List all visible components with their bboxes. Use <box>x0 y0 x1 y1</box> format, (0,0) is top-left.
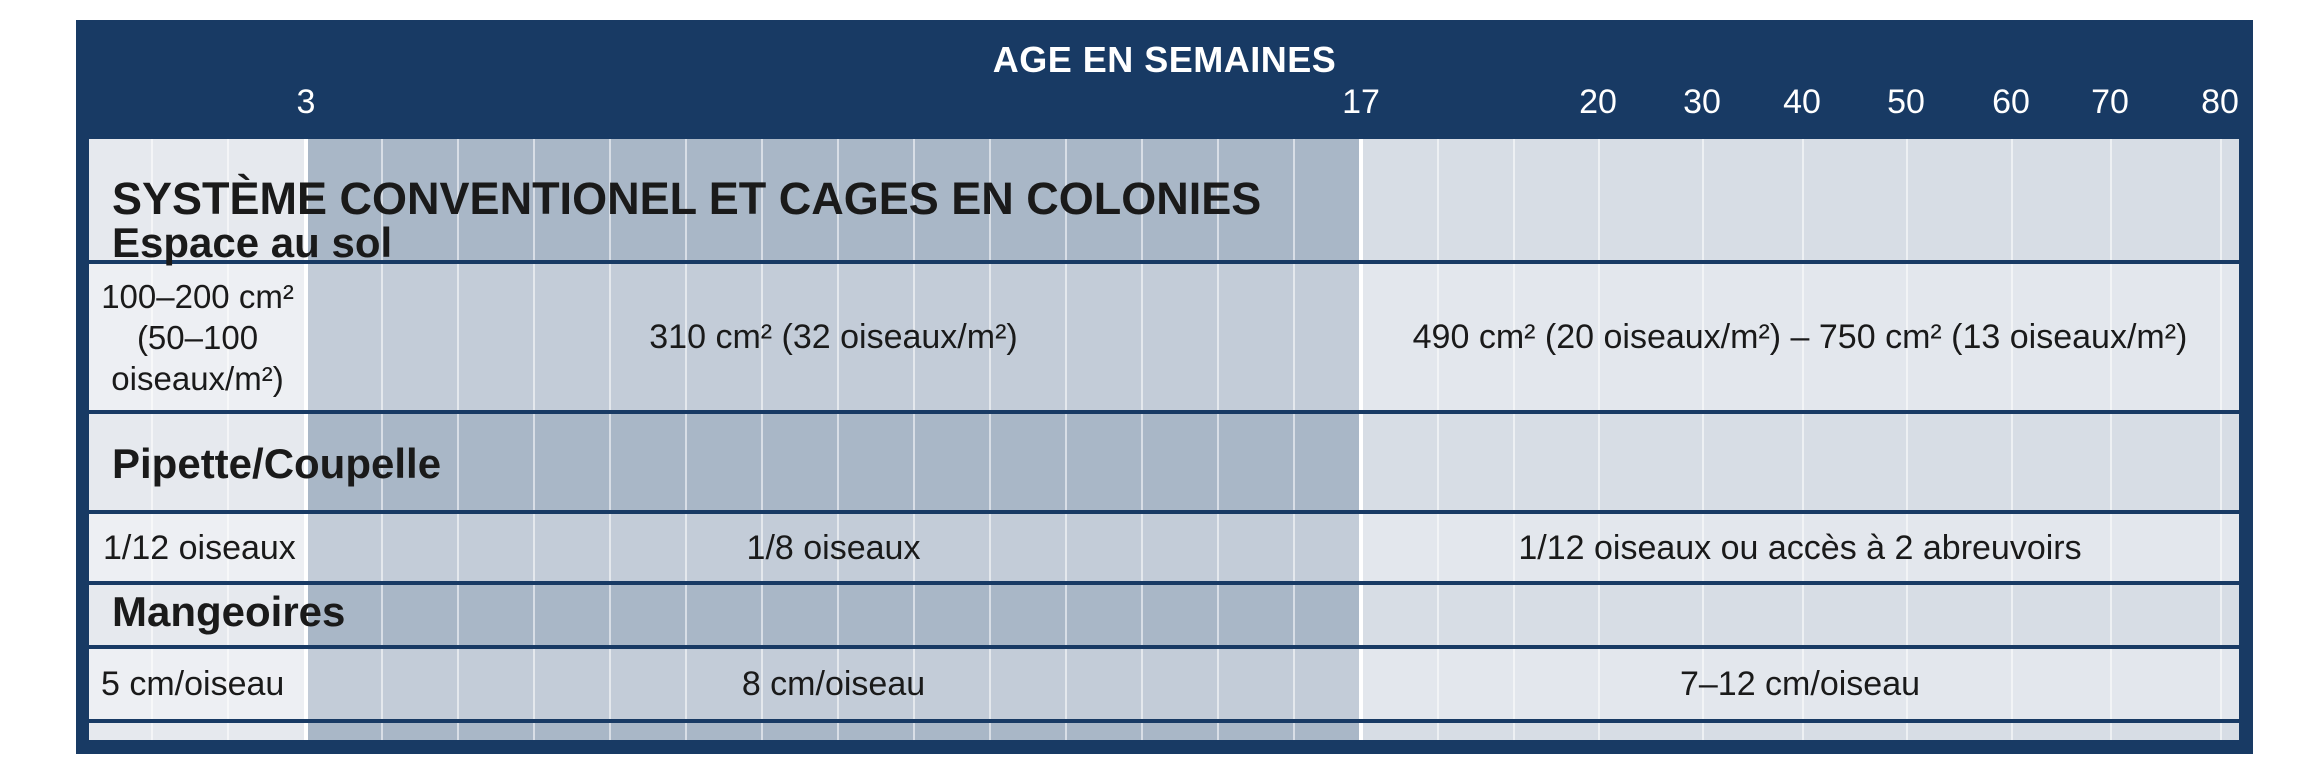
gridline <box>1437 139 1439 740</box>
chart-body: SYSTÈME CONVENTIONEL ET CAGES EN COLONIE… <box>89 139 2239 740</box>
gridline <box>1065 139 1067 740</box>
section-heading-mangeoires: Mangeoires <box>112 588 346 635</box>
tick-label-20: 20 <box>1579 83 1617 121</box>
cell-mangeoires-17-80-weeks: 7–12 cm/oiseau <box>1679 665 1921 703</box>
cell-mangeoires-3-17-weeks: 8 cm/oiseau <box>741 665 926 703</box>
tick-label-3: 3 <box>296 83 316 121</box>
tick-label-60: 60 <box>1992 83 2030 121</box>
cell-pipette-17-80-weeks: 1/12 oiseaux ou accès à 2 abreuvoirs <box>1518 528 2082 567</box>
cell-espace-3-17-weeks: 310 cm² (32 oiseaux/m²) <box>649 318 1018 356</box>
zone-weeks-3-17 <box>306 139 1361 740</box>
gridline <box>1293 139 1295 740</box>
gridline <box>227 139 229 740</box>
gridline <box>989 139 991 740</box>
boundary-week-3 <box>304 139 308 740</box>
tick-label-30: 30 <box>1683 83 1721 121</box>
gridline <box>685 139 687 740</box>
axis-title: AGE EN SEMAINES <box>992 39 1337 80</box>
gridline <box>381 139 383 740</box>
zone-weeks-17-80 <box>1361 139 2239 740</box>
tick-label-80: 80 <box>2201 83 2239 121</box>
cell-espace-17-80-weeks: 490 cm² (20 oiseaux/m²) – 750 cm² (13 oi… <box>1412 318 2188 356</box>
gridline <box>1802 139 1804 740</box>
row-band-espace <box>89 264 2239 410</box>
gridline <box>2011 139 2013 740</box>
gridline <box>457 139 459 740</box>
tick-label-17: 17 <box>1342 83 1380 121</box>
tick-label-40: 40 <box>1783 83 1821 121</box>
zone-weeks-0-3 <box>89 139 306 740</box>
tick-label-50: 50 <box>1887 83 1925 121</box>
cell-pipette-3-17-weeks: 1/8 oiseaux <box>746 528 921 567</box>
gridline <box>1906 139 1908 740</box>
gridline <box>1702 139 1704 740</box>
row-divider <box>89 410 2239 414</box>
cell-espace-0-3-weeks: 100–200 cm² (50–100 oiseaux/m²) <box>101 277 294 397</box>
row-divider <box>89 719 2239 723</box>
row-divider <box>89 581 2239 585</box>
row-band-mangeoires <box>89 649 2239 719</box>
gridline <box>913 139 915 740</box>
section-heading-pipette: Pipette/Coupelle <box>112 440 442 487</box>
gridline <box>1598 139 1600 740</box>
gridline <box>151 139 153 740</box>
gridline <box>1217 139 1219 740</box>
gridline <box>2220 139 2222 740</box>
gridline <box>1513 139 1515 740</box>
row-band-pipette <box>89 514 2239 581</box>
gridline <box>837 139 839 740</box>
chart-frame: AGE EN SEMAINES 3 17 20 30 40 50 60 70 8… <box>76 20 2253 754</box>
gridline <box>609 139 611 740</box>
section-heading-espace: Espace au sol <box>112 219 393 266</box>
cell-pipette-0-3-weeks: 1/12 oiseaux <box>103 528 296 567</box>
gridline <box>2110 139 2112 740</box>
gridline <box>533 139 535 740</box>
gridline <box>761 139 763 740</box>
cell-mangeoires-0-3-weeks: 5 cm/oiseau <box>101 665 285 703</box>
boundary-week-17 <box>1359 139 1363 740</box>
row-divider <box>89 645 2239 649</box>
tick-label-70: 70 <box>2091 83 2129 121</box>
system-title: SYSTÈME CONVENTIONEL ET CAGES EN COLONIE… <box>112 173 1262 224</box>
row-divider <box>89 510 2239 514</box>
gridline <box>1141 139 1143 740</box>
row-divider <box>89 260 2239 264</box>
